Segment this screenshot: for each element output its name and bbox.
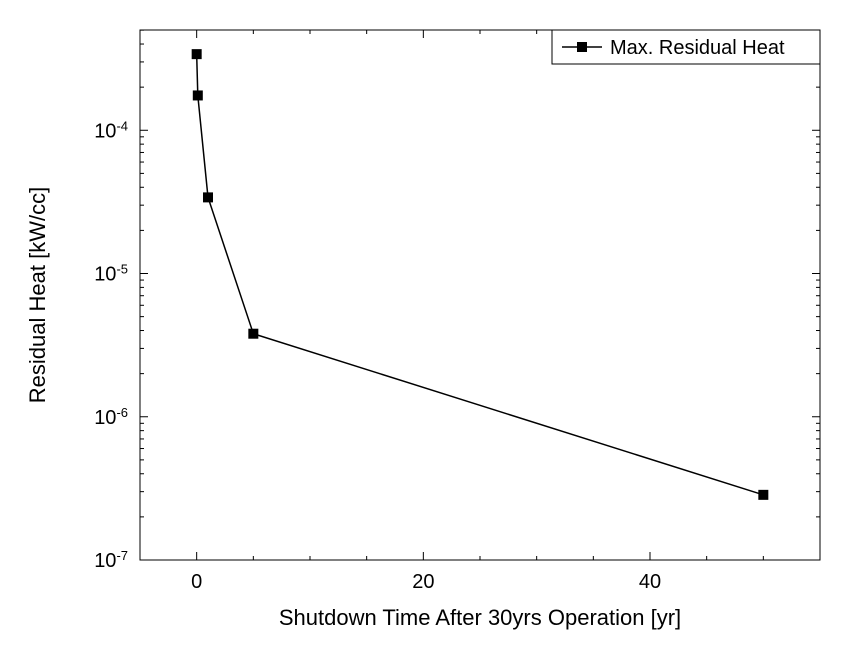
x-tick-label: 40 [639,571,661,593]
series-marker [203,192,213,202]
x-tick-label: 20 [412,571,434,593]
y-axis-label: Residual Heat [kW/cc] [25,187,50,403]
series-marker [248,329,258,339]
x-tick-label: 0 [191,571,202,593]
chart-svg: 0 20 40 Shutdown Time After 30yrs Operation… [0,0,861,655]
series-marker [193,90,203,100]
series-marker [192,49,202,59]
residual-heat-chart: 0 20 40 Shutdown Time After 30yrs Operation… [0,0,861,655]
x-axis-label: Shutdown Time After 30yrs Operation [yr] [279,605,681,630]
series-marker [758,490,768,500]
legend-label: Max. Residual Heat [610,37,785,59]
